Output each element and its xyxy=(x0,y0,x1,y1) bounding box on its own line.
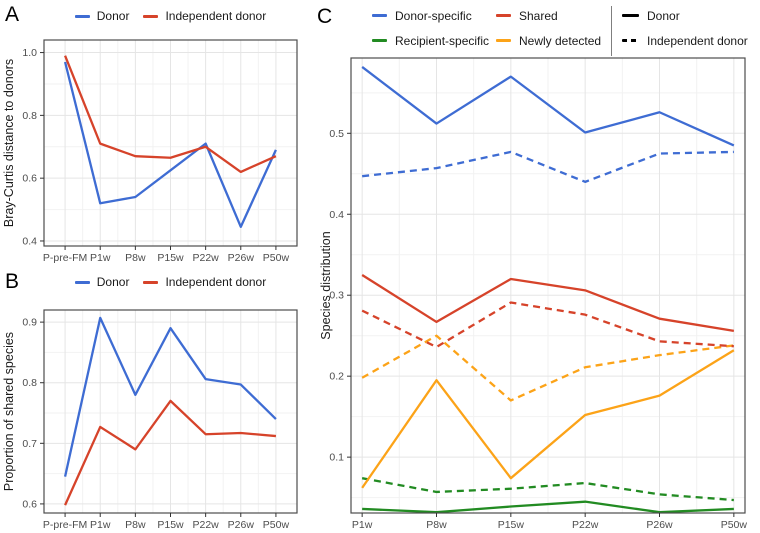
svg-text:P50w: P50w xyxy=(721,519,748,531)
svg-text:0.9: 0.9 xyxy=(22,317,37,329)
legend-item-linetype-donor: Donor xyxy=(622,7,748,24)
legend-color-column-1: Donor-specific Recipient-specific xyxy=(372,7,489,49)
panel-c-legend: Donor-specific Recipient-specific Shared… xyxy=(312,6,760,58)
newly-detected-line-key xyxy=(496,39,511,42)
svg-text:P8w: P8w xyxy=(426,519,447,531)
donor-line-key xyxy=(74,14,90,18)
legend-item-donor: Donor xyxy=(74,9,130,23)
svg-text:0.8: 0.8 xyxy=(22,377,37,389)
svg-text:P15w: P15w xyxy=(157,519,184,531)
svg-text:0.7: 0.7 xyxy=(22,438,37,450)
panel-c-chart: 0.1 0.2 0.3 0.4 0.5 P1w P8w P15w P22w P26w P50w Spe… xyxy=(319,57,748,531)
svg-text:0.1: 0.1 xyxy=(329,452,344,464)
svg-text:Bray-Curtis distance to donors: Bray-Curtis distance to donors xyxy=(2,59,16,227)
svg-text:P50w: P50w xyxy=(263,519,290,531)
dashed-linetype-key xyxy=(622,39,639,42)
panel-label-b: B xyxy=(5,270,20,293)
legend-label-recipient-specific: Recipient-specific xyxy=(395,33,490,48)
svg-text:P50w: P50w xyxy=(263,252,290,264)
legend-label-independent-donor: Independent donor xyxy=(165,9,267,23)
svg-text:P1w: P1w xyxy=(90,252,111,264)
legend-item-recipient-specific: Recipient-specific xyxy=(372,32,489,49)
svg-text:P8w: P8w xyxy=(125,519,146,531)
legend-color-column-2: Shared Newly detected xyxy=(496,7,601,49)
svg-text:P22w: P22w xyxy=(193,519,220,531)
svg-text:Species distribution: Species distribution xyxy=(319,231,333,339)
svg-text:P22w: P22w xyxy=(572,519,599,531)
shared-line-key xyxy=(496,14,511,17)
legend-divider xyxy=(611,6,612,56)
legend-item-shared: Shared xyxy=(496,7,601,24)
svg-text:P22w: P22w xyxy=(193,252,220,264)
panel-label-a: A xyxy=(5,3,20,26)
svg-text:P1w: P1w xyxy=(90,519,111,531)
svg-text:0.3: 0.3 xyxy=(329,290,344,302)
donor-specific-line-key xyxy=(372,14,387,17)
legend-linetype-column: Donor Independent donor xyxy=(622,7,748,49)
svg-text:0.4: 0.4 xyxy=(22,235,37,247)
svg-text:0.2: 0.2 xyxy=(329,371,344,383)
recipient-specific-line-key xyxy=(372,39,387,42)
legend-item-donor: Donor xyxy=(74,275,130,289)
svg-text:0.4: 0.4 xyxy=(329,209,344,221)
svg-text:P8w: P8w xyxy=(125,252,146,264)
svg-text:P1w: P1w xyxy=(352,519,373,531)
donor-line-key xyxy=(74,280,90,284)
svg-text:0.8: 0.8 xyxy=(22,110,37,122)
panel-b-chart: 0.6 0.7 0.8 0.9 P-pre-FM P1w P8w P15w P22w P26w P5… xyxy=(2,309,298,531)
legend-label-donor: Donor xyxy=(96,275,130,289)
svg-text:Proportion of shared species: Proportion of shared species xyxy=(2,332,16,491)
svg-text:P26w: P26w xyxy=(228,519,255,531)
svg-text:P-pre-FM: P-pre-FM xyxy=(43,519,87,531)
svg-text:0.6: 0.6 xyxy=(22,498,37,510)
legend-item-linetype-independent-donor: Independent donor xyxy=(622,32,748,49)
legend-label-linetype-donor: Donor xyxy=(647,8,680,23)
legend-label-donor: Donor xyxy=(96,9,130,23)
svg-text:1.0: 1.0 xyxy=(22,47,37,59)
independent-donor-line-key xyxy=(143,280,159,284)
svg-text:P26w: P26w xyxy=(228,252,255,264)
legend-item-independent-donor: Independent donor xyxy=(143,275,266,289)
svg-text:0.5: 0.5 xyxy=(329,128,344,140)
legend-label-shared: Shared xyxy=(519,8,558,23)
panel-b-legend: Donor Independent donor xyxy=(44,273,297,291)
svg-text:P15w: P15w xyxy=(498,519,525,531)
legend-label-independent-donor: Independent donor xyxy=(165,275,267,289)
panel-a-legend: Donor Independent donor xyxy=(44,7,297,25)
svg-text:P-pre-FM: P-pre-FM xyxy=(43,252,87,264)
panel-a-chart: 0.4 0.6 0.8 1.0 P-pre-FM P1w P8w P15w P22w P26w P5… xyxy=(2,39,298,264)
legend-label-donor-specific: Donor-specific xyxy=(395,8,472,23)
solid-linetype-key xyxy=(622,14,639,17)
legend-item-independent-donor: Independent donor xyxy=(143,9,266,23)
panel-label-c: C xyxy=(317,5,333,28)
legend-item-newly-detected: Newly detected xyxy=(496,32,601,49)
legend-label-linetype-independent-donor: Independent donor xyxy=(647,33,748,48)
independent-donor-line-key xyxy=(143,14,159,18)
svg-text:0.6: 0.6 xyxy=(22,173,37,185)
svg-text:P26w: P26w xyxy=(646,519,673,531)
legend-item-donor-specific: Donor-specific xyxy=(372,7,489,24)
legend-label-newly-detected: Newly detected xyxy=(519,33,602,48)
svg-text:P15w: P15w xyxy=(157,252,184,264)
